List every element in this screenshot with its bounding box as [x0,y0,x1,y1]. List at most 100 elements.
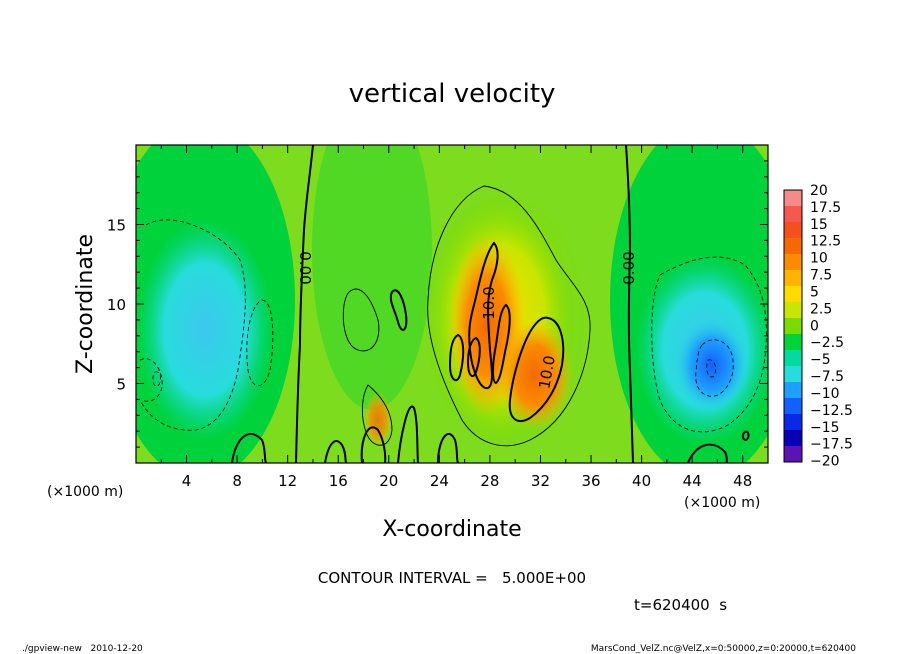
colorbar-frame [783,189,803,463]
zero-contour-bottom-right [687,443,728,463]
colorbar-label: 20 [810,183,828,199]
field-mid-weak-negative [312,145,432,410]
contour-label-2: 10.0 [480,286,498,319]
contour-5-updraft-envelope [427,185,591,447]
colorbar-label: 17.5 [810,200,841,216]
y-tick-label: 10 [107,296,126,314]
colorbar-label: −2.5 [810,335,844,351]
field-left-downdraft [137,220,273,440]
colorbar-label: −7.5 [810,369,844,385]
colorbar-swatch [784,350,802,367]
colorbar-swatch [784,222,802,239]
colorbar-label: 2.5 [810,301,832,317]
colorbar-label: 7.5 [810,268,832,284]
colorbar-swatch [784,366,802,383]
thin-contours [342,185,591,447]
x-tick-label: 24 [430,472,449,490]
colorbar: 2017.51512.5107.552.50−2.5−5−7.5−10−12.5… [784,183,853,470]
contour-5-left-patch [342,288,380,352]
colorbar-swatch [784,270,802,287]
x-unit-right: (×1000 m) [684,495,760,511]
y-tick-label: 15 [107,217,126,235]
field-right-downdraft-core [674,317,750,413]
colorbar-swatch [784,318,802,335]
contour-label-3: 10.0 [535,354,559,390]
colorbar-label: 0 [810,318,819,334]
colorbar-swatch [784,446,802,463]
dashed-contour-left-outer [139,219,246,431]
contour-label-0: 0.00 [296,251,314,284]
velocity-field: 0.00 0.00 10.0 10.0 [136,145,768,463]
dashed-contour-right-core [695,339,734,397]
zero-contour-bottom-a [324,440,347,463]
colorbar-label: −5 [810,352,831,368]
chart-title: vertical velocity [349,79,556,109]
ten-contours [448,241,565,422]
colorbar-swatch [784,254,802,271]
colorbar-swatch [784,382,802,399]
x-axis-title: X-coordinate [382,517,521,542]
colorbar-swatch [784,414,802,431]
zero-contours [231,145,750,463]
time-label: t=620400 s [634,596,727,614]
colorbar-label: −10 [810,386,840,402]
zero-contour-island-a [389,289,408,331]
zero-contour-island-b [741,430,750,442]
footer-left: ./gpview-new 2010-12-20 [22,644,143,654]
x-tick-label: 8 [232,472,242,490]
colorbar-label: 10 [810,251,828,267]
field-small-updraft [364,392,392,448]
x-tick-label: 20 [379,472,398,490]
contour-10-right-core [508,316,565,422]
contour-10-left-core [468,241,499,390]
x-tick-label: 40 [632,472,651,490]
x-tick-label: 4 [182,472,192,490]
footer-right: MarsCond_VelZ.nc@VelZ,x=0:50000,z=0:2000… [591,644,856,654]
colorbar-label: 5 [810,284,819,300]
colorbar-swatch [784,430,802,447]
x-tick-label: 12 [278,472,297,490]
contour-10-left-finger [466,336,481,378]
zero-contour-right [625,145,634,463]
dashed-contour-right-outer [651,256,767,433]
dashed-contour-left-edge-b [152,371,161,387]
contour-5-small-patch [361,384,393,446]
x-tick-label: 44 [683,472,702,490]
contour-label-1: 0.00 [620,251,638,284]
x-tick-label: 36 [581,472,600,490]
zero-contour-bottom-left [231,433,267,463]
x-unit-left: (×1000 m) [47,484,123,500]
x-ticks: 4 8 12 16 20 24 28 32 36 40 44 48 [135,145,769,490]
y-axis-title: Z-coordinate [73,234,98,374]
colorbar-label: 12.5 [810,234,841,250]
zero-contour-left [295,145,314,463]
zero-contour-bottom-b [360,426,387,463]
colorbar-swatch [784,286,802,303]
colorbar-swatch [784,334,802,351]
colorbar-label: −12.5 [810,403,853,419]
colorbar-label: −17.5 [810,437,853,453]
x-tick-label: 28 [480,472,499,490]
contour-labels: 0.00 0.00 10.0 10.0 [296,251,638,390]
x-tick-label: 48 [733,472,752,490]
x-tick-label: 32 [531,472,550,490]
colorbar-swatch [784,206,802,223]
contour-10-left-lobe [448,333,465,382]
colorbar-swatch [784,302,802,319]
dashed-contour-left-edge-a [139,358,163,402]
y-tick-label: 5 [116,376,126,394]
colorbar-label: −15 [810,420,840,436]
contour-10-right-finger [492,303,511,385]
zero-contour-bottom-c [397,405,419,463]
field-updraft-core-right [497,320,573,430]
x-tick-label: 16 [329,472,348,490]
colorbar-label: −20 [810,454,840,470]
colorbar-swatch [784,238,802,255]
y-ticks: 5 10 15 [107,144,768,464]
contour-interval-text: CONTOUR INTERVAL = 5.000E+00 [318,569,586,587]
dashed-contours [139,219,767,433]
colorbar-swatch [784,398,802,415]
dashed-contour-left-inner [246,299,274,387]
colorbar-swatch [784,190,802,207]
